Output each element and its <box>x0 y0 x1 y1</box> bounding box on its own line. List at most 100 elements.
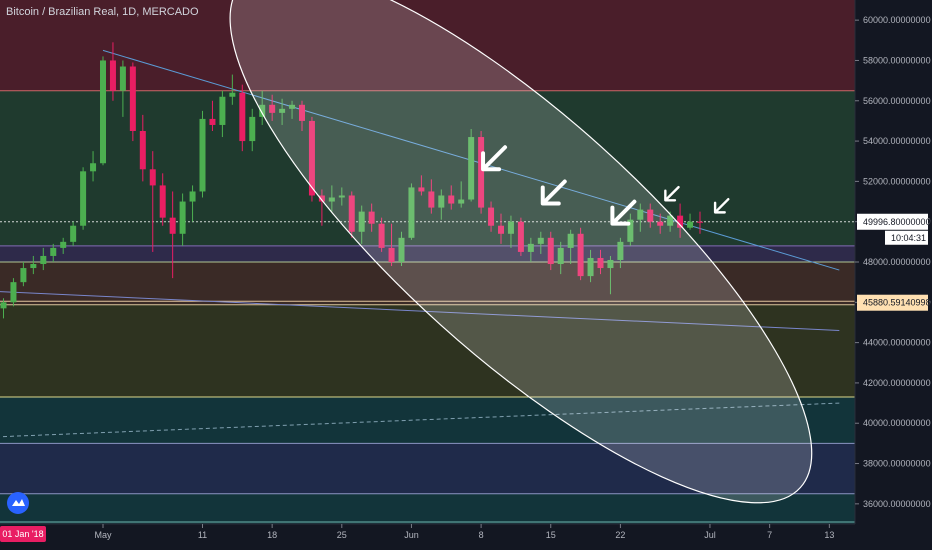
countdown-label: 10:04:31 <box>891 233 926 243</box>
y-tick-label: 36000.00000000 <box>863 499 931 509</box>
candle <box>687 213 694 230</box>
candle <box>179 193 186 246</box>
candle-body <box>139 131 146 170</box>
x-tick-label: 11 <box>198 530 207 540</box>
candle-body <box>597 257 604 269</box>
candle <box>458 181 465 208</box>
candle <box>527 237 534 262</box>
candle-body <box>259 104 266 117</box>
candle-body <box>537 237 544 244</box>
candle-body <box>318 195 325 202</box>
candle-body <box>299 104 305 121</box>
candle <box>597 249 604 275</box>
candle-body <box>80 171 87 226</box>
y-tick-label: 58000.00000000 <box>863 55 931 65</box>
candle <box>498 213 504 244</box>
candle <box>507 215 514 248</box>
candle-body <box>507 221 514 234</box>
candle <box>627 213 634 246</box>
candle <box>587 249 594 283</box>
candle-body <box>90 163 97 172</box>
candle-body <box>60 241 67 248</box>
candle-body <box>249 116 256 142</box>
candle <box>488 201 495 232</box>
candle <box>657 213 664 234</box>
candle <box>328 185 335 212</box>
candle <box>547 231 554 271</box>
candle <box>189 185 196 222</box>
candle-body <box>358 211 365 232</box>
candle-body <box>577 233 584 277</box>
candle-body <box>567 233 574 248</box>
candle-body <box>40 255 47 265</box>
candle-body <box>398 237 405 262</box>
candle <box>517 217 524 256</box>
zone-brown <box>0 262 855 305</box>
candle <box>478 131 485 214</box>
candle-body <box>179 201 186 234</box>
candle-body <box>637 209 644 220</box>
candle-body <box>607 259 614 269</box>
candle <box>428 179 435 214</box>
x-tick-label: 8 <box>479 530 484 540</box>
annotation-ellipse <box>229 0 813 504</box>
y-axis-panel <box>855 0 932 550</box>
x-tick-label: May <box>94 530 112 540</box>
x-start-tag: 01 Jan '18 <box>0 526 46 542</box>
candle-body <box>458 199 465 204</box>
candle-body <box>279 108 286 113</box>
candle <box>90 151 97 182</box>
x-start-tag-label: 01 Jan '18 <box>2 529 43 539</box>
candle <box>637 203 644 232</box>
candle <box>418 175 425 196</box>
candle-body <box>408 187 415 238</box>
candle-body <box>587 257 594 277</box>
candle <box>318 189 325 226</box>
zone-blue <box>0 443 855 494</box>
candle-body <box>378 223 385 248</box>
candle-body <box>527 243 534 252</box>
candle-body <box>667 215 674 226</box>
last-price-label: 49996.80000000 <box>863 217 931 227</box>
candle <box>129 62 136 142</box>
candle-body <box>348 195 355 232</box>
candle <box>219 90 226 138</box>
x-tick-label: 15 <box>546 530 556 540</box>
candle <box>438 189 445 220</box>
candle-body <box>149 169 156 186</box>
zone-olive <box>0 304 855 398</box>
candle-body <box>0 302 7 309</box>
candle <box>229 74 236 105</box>
y-tick-label: 54000.00000000 <box>863 136 931 146</box>
candle-body <box>687 221 694 228</box>
candle <box>10 278 17 307</box>
candle <box>60 237 67 254</box>
candle <box>109 42 116 101</box>
candle-body <box>219 96 226 125</box>
candle-body <box>368 211 375 224</box>
candle <box>199 110 206 198</box>
candle-body <box>328 197 335 202</box>
candle-body <box>289 104 296 109</box>
x-tick-label: 7 <box>767 530 772 540</box>
candle <box>697 211 703 234</box>
tradingview-logo-icon <box>7 492 29 514</box>
candle-body <box>468 137 475 200</box>
trendline <box>0 402 840 438</box>
candle-body <box>199 118 206 192</box>
y-tick-label: 52000.00000000 <box>863 176 931 186</box>
candle <box>149 151 156 252</box>
level-marker-tag: 45880.59140998 <box>857 294 931 311</box>
trendline <box>0 291 840 332</box>
candle-body <box>428 191 435 208</box>
candle <box>677 203 684 238</box>
candle <box>468 128 475 202</box>
candle <box>299 100 305 131</box>
candle <box>577 227 584 281</box>
candle <box>80 167 87 230</box>
candle <box>269 94 276 121</box>
candle <box>408 183 415 240</box>
arrow-annotation-icon <box>481 145 508 172</box>
candle <box>169 191 176 279</box>
